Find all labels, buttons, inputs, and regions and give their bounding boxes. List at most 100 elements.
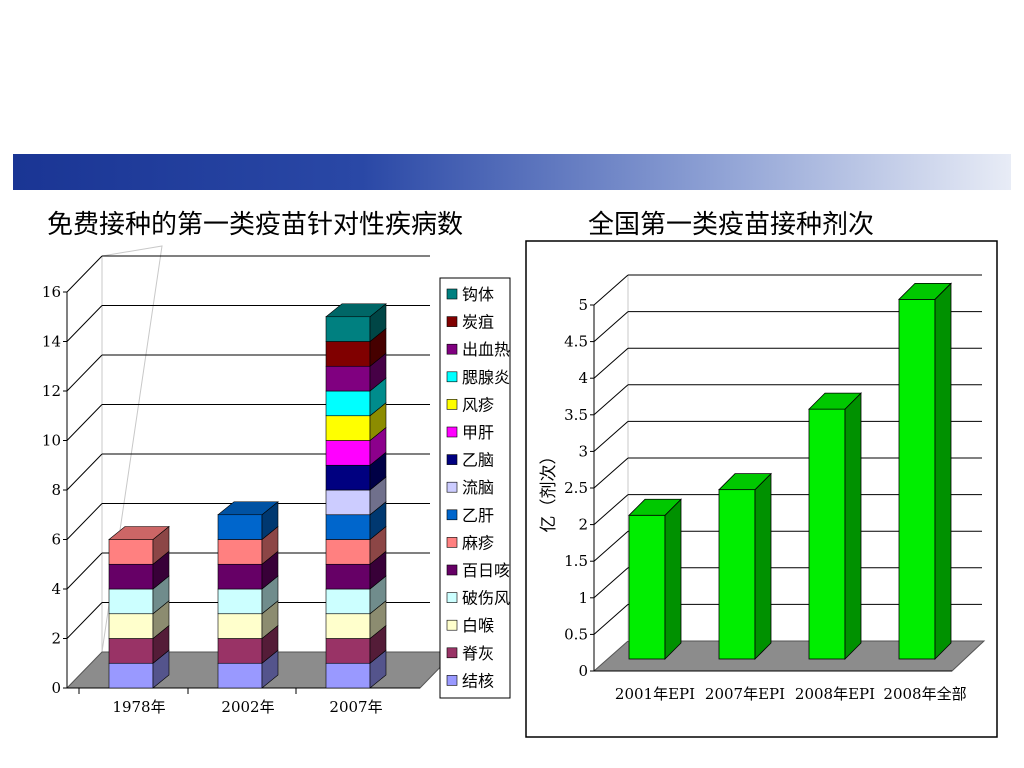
right-chart-title: 全国第一类疫苗接种剂次	[588, 210, 875, 240]
x-tick-label: 1978年	[112, 698, 165, 716]
legend-swatch	[446, 537, 458, 548]
legend-swatch	[446, 592, 458, 603]
bar-top	[217, 501, 279, 516]
y-tick-label: 1	[578, 589, 588, 607]
y-tick-label: 5	[578, 296, 588, 314]
y-tick-label: 1.5	[564, 552, 588, 570]
y-tick-label: 3	[578, 442, 588, 460]
bar-top	[628, 498, 682, 516]
bar-top	[325, 303, 387, 318]
bar-top	[808, 392, 862, 410]
bar-segment	[108, 638, 154, 664]
header-banner	[13, 154, 1011, 190]
legend-label: 脊灰	[462, 644, 494, 663]
bar-front	[628, 514, 666, 660]
legend-swatch	[446, 316, 458, 327]
legend-label: 乙肝	[462, 506, 494, 525]
gridline-diagonal	[593, 274, 629, 306]
legend-swatch	[446, 619, 458, 631]
bar-segment	[217, 588, 263, 615]
y-tick-label: 8	[51, 481, 61, 499]
y-tick-label: 2.5	[564, 479, 588, 497]
y-tick-label: 0	[578, 662, 588, 680]
gridline-diagonal	[593, 494, 629, 525]
y-tick-label: 10	[42, 432, 61, 450]
bar-segment	[217, 638, 263, 664]
bar-segment	[217, 563, 263, 590]
bar-segment	[217, 514, 263, 540]
bar-front	[898, 298, 936, 660]
legend-swatch	[446, 564, 458, 576]
legend-swatch	[446, 399, 458, 410]
bar-top	[898, 282, 952, 300]
legend-label: 甲肝	[462, 423, 494, 442]
legend-swatch	[446, 647, 458, 659]
gridline-diagonal	[593, 421, 629, 452]
y-tick-label: 0.5	[564, 625, 588, 643]
gridline-diagonal	[66, 404, 103, 441]
gridline-diagonal	[66, 602, 103, 639]
legend-label: 百日咳	[462, 561, 510, 580]
gridline-diagonal	[593, 347, 629, 379]
legend-label: 白喉	[462, 616, 494, 635]
legend-label: 流脑	[462, 478, 494, 497]
legend-label: 破伤风	[462, 589, 510, 608]
gridline-diagonal	[593, 567, 629, 599]
legend-swatch	[446, 426, 458, 438]
gridline-diagonal	[66, 255, 103, 293]
bar-segment	[325, 365, 371, 392]
y-tick-label: 0	[51, 679, 61, 697]
x-tick-label: 2008年EPI	[795, 685, 875, 703]
bar	[898, 282, 952, 660]
bar-segment	[325, 588, 371, 615]
gridline-diagonal	[593, 311, 629, 342]
y-tick-label: 2	[51, 630, 61, 648]
y-axis-label: 亿（剂次）	[539, 448, 559, 533]
bar-side	[934, 282, 952, 660]
bar-segment	[325, 440, 371, 466]
y-tick-label: 16	[42, 283, 61, 301]
gridline-diagonal	[593, 384, 629, 416]
x-tick-label: 2007年	[329, 698, 382, 716]
bar-segment	[108, 613, 154, 639]
y-tick-label: 12	[42, 382, 61, 400]
bar-segment	[217, 662, 263, 689]
bar	[718, 472, 772, 660]
bar-segment	[217, 613, 263, 639]
y-tick-label: 4.5	[564, 333, 588, 351]
legend-swatch	[446, 454, 458, 465]
legend-swatch	[446, 371, 458, 383]
x-tick-label: 2008年全部	[883, 685, 966, 703]
gridline-diagonal	[66, 552, 103, 590]
y-tick-label: 3.5	[564, 406, 588, 424]
bar-segment	[217, 539, 263, 565]
bar-side	[664, 498, 682, 660]
y-tick-label: 6	[51, 531, 61, 549]
legend-swatch	[446, 288, 458, 300]
gridline-diagonal	[66, 305, 103, 342]
legend-label: 炭疽	[462, 313, 494, 332]
bar-segment	[325, 563, 371, 590]
bar-stack	[325, 303, 387, 689]
bar	[628, 498, 682, 660]
legend-label: 出血热	[462, 340, 510, 359]
bar-side	[844, 392, 862, 660]
left-chart-title: 免费接种的第一类疫苗针对性疾病数	[47, 210, 464, 240]
bar-segment	[325, 415, 371, 441]
bar-segment	[325, 662, 371, 689]
legend-label: 乙脑	[462, 451, 494, 470]
bar-front	[808, 408, 846, 660]
legend-swatch	[446, 509, 458, 521]
bar-segment	[325, 539, 371, 565]
bar-segment	[108, 588, 154, 615]
legend-label: 钩体	[462, 285, 494, 304]
gridline-diagonal	[66, 354, 103, 392]
gridline-diagonal	[593, 604, 629, 635]
y-tick-label: 2	[578, 516, 588, 534]
gridline-diagonal	[66, 503, 103, 540]
y-tick-label: 4	[578, 369, 588, 387]
gridline-diagonal	[66, 453, 103, 491]
vaccination-dose-chart: 0 0.5 1 1.5 2 2.5 3 3.5 4 4.5 5 亿（剂次） 2001年EPI 2007年E…	[525, 240, 998, 738]
bar	[808, 392, 862, 660]
legend-swatch	[446, 343, 458, 355]
